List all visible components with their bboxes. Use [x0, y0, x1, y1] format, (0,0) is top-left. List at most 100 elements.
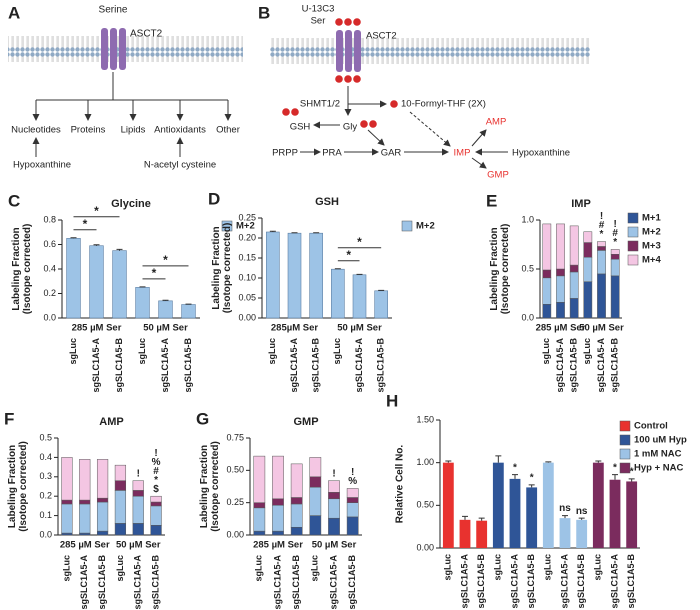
branch-arrows: [32, 100, 232, 157]
error-bar: [462, 515, 468, 520]
bar-segment: [556, 275, 565, 303]
bar-segment: [346, 488, 359, 498]
x-tick-label: sgSLC1A5-B: [569, 338, 579, 393]
bar-segment: [346, 516, 359, 536]
bar-segment: [290, 526, 303, 536]
bar-segment: [597, 246, 606, 251]
x-tick-label: sgLuc: [493, 554, 503, 581]
bar: [266, 231, 280, 319]
bar: [158, 300, 173, 319]
panel-letter: D: [208, 189, 220, 208]
y-tick-label: 1.0: [521, 214, 534, 224]
group-label: 50 µM Ser: [579, 323, 624, 334]
error-bar: [478, 517, 485, 521]
chart-title: Glycine: [111, 198, 151, 210]
node-label: GSH: [290, 122, 311, 133]
bar-segment: [556, 302, 565, 319]
error-bar: [70, 237, 77, 239]
bar-segment: [272, 455, 284, 500]
bar-segment: [253, 455, 266, 503]
y-axis-label: (Isotope corrected): [500, 224, 511, 315]
bar-segment: [569, 264, 579, 273]
supplement-label: Hypoxanthine: [13, 160, 71, 171]
output-label: Lipids: [121, 125, 146, 136]
bar-segment: [96, 530, 109, 536]
bar-segment: [309, 515, 322, 536]
x-tick-label: sgLuc: [137, 338, 147, 365]
error-bar: [628, 478, 635, 482]
significance-label: *: [83, 217, 88, 231]
bar-segment: [583, 231, 593, 243]
legend-label: 100 uM Hyp: [634, 435, 687, 446]
bar-segment: [610, 275, 620, 319]
error-bar: [116, 248, 123, 251]
chart-title: GMP: [293, 416, 318, 428]
bar-segment: [328, 480, 340, 493]
bar-segment: [114, 480, 127, 491]
x-tick-label: sgLuc: [543, 554, 553, 581]
bar-segment: [346, 502, 359, 518]
y-axis-label: Relative Cell No.: [395, 445, 406, 524]
x-tick-label: sgLuc: [593, 554, 603, 581]
bar: [287, 232, 302, 319]
significance-label: %: [152, 457, 161, 468]
bar-segment: [290, 497, 303, 505]
group-label: 285 µM Ser: [60, 540, 110, 551]
bar: [592, 462, 604, 548]
bar: [331, 268, 345, 319]
bar-segment: [309, 457, 322, 478]
bar-segment: [597, 250, 606, 275]
node-label: PRPP: [272, 148, 298, 159]
bar-segment: [79, 499, 91, 505]
error-bar: [269, 230, 276, 232]
y-tick-label: 0.50: [226, 465, 244, 475]
bar-segment: [569, 271, 579, 299]
bar-segment: [610, 258, 620, 277]
bar: [89, 245, 104, 319]
error-bar: [93, 244, 100, 246]
x-tick-label: sgSLC1A5-B: [347, 555, 357, 610]
group-label: 285 µM Ser: [253, 540, 303, 551]
significance-label: !: [351, 467, 354, 478]
pathway-arrows: [300, 86, 508, 169]
legend-label: M+3: [642, 241, 661, 252]
x-tick-label: sgLuc: [332, 338, 342, 365]
y-tick-label: 0.00: [238, 312, 256, 322]
bar-segment: [583, 256, 593, 282]
x-tick-label: sgLuc: [68, 338, 78, 365]
y-axis-label: (Isotope corrected): [18, 441, 29, 532]
chart-title: GSH: [315, 196, 339, 208]
x-tick-label: sgSLC1A5-A: [459, 554, 469, 609]
error-bar: [528, 484, 535, 488]
bar-segment: [610, 249, 620, 255]
bar-segment: [79, 532, 91, 536]
bar-segment: [556, 268, 565, 277]
y-axis-label: Labeling Fraction: [199, 445, 210, 528]
membrane: [270, 38, 590, 64]
legend-swatch: [619, 434, 631, 446]
significance-label: !: [613, 219, 616, 230]
legend-swatch: [619, 448, 631, 460]
bar: [135, 287, 150, 319]
bar-segment: [114, 523, 127, 536]
y-tick-label: 0.10: [238, 272, 256, 282]
x-tick-label: sgLuc: [254, 555, 264, 582]
legend-label: Hyp + NAC: [634, 463, 683, 474]
serine-label: Serine: [99, 5, 128, 16]
bar-segment: [61, 499, 73, 505]
legend-swatch: [221, 220, 233, 232]
bar-segment: [542, 277, 552, 305]
y-axis-label: Labeling Fraction: [489, 227, 500, 310]
bar: [542, 462, 554, 548]
bar-segment: [132, 523, 144, 536]
x-tick-label: sgSLC1A5-A: [509, 554, 519, 609]
x-tick-label: sgSLC1A5-A: [328, 555, 338, 610]
significance-label: !: [332, 468, 335, 479]
x-tick-label: sgSLC1A5-B: [526, 554, 536, 609]
bar-segment: [290, 503, 303, 528]
group-label: 50 µM Ser: [312, 540, 357, 551]
bar-segment: [328, 517, 340, 536]
legend-label: 1 mM NAC: [634, 449, 682, 460]
panel-b: B U-13C3 Ser ASCT2 SHMT1/2 10-Formyl-THF…: [258, 3, 590, 181]
x-tick-label: sgSLC1A5-B: [576, 554, 586, 609]
